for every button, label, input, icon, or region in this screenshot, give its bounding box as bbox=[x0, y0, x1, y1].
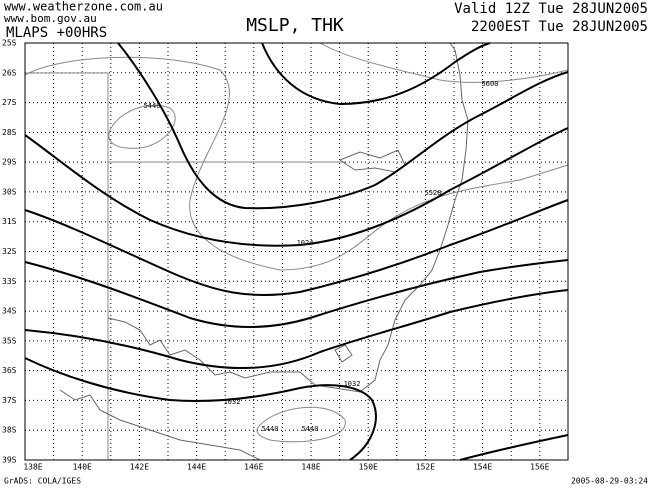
island bbox=[334, 344, 353, 363]
grid bbox=[25, 43, 568, 460]
contour-label: 5528 bbox=[425, 189, 442, 197]
isobar bbox=[261, 42, 491, 106]
lat-label: 35S bbox=[2, 336, 17, 345]
lat-label: 31S bbox=[2, 217, 17, 226]
lon-label: 146E bbox=[244, 463, 263, 472]
map-title: MSLP, THK bbox=[246, 15, 344, 36]
lat-label: 28S bbox=[2, 128, 17, 137]
footer-timestamp: 2005-08-29-03:24 bbox=[571, 477, 648, 486]
map-frame bbox=[24, 42, 569, 461]
site-url: www.weatherzone.com.au bbox=[4, 0, 163, 14]
lon-label: 148E bbox=[301, 463, 320, 472]
contour-label: 1024 bbox=[297, 239, 314, 247]
contour-label: 5440 bbox=[144, 102, 161, 110]
lat-label: 27S bbox=[2, 98, 17, 107]
thickness-contour bbox=[319, 42, 569, 83]
lon-label: 154E bbox=[473, 463, 492, 472]
isobar bbox=[24, 259, 569, 328]
coastline bbox=[107, 42, 469, 393]
isobar bbox=[459, 434, 569, 461]
lat-label: 26S bbox=[2, 68, 17, 77]
contour-label: 1032 bbox=[344, 380, 361, 388]
coastline bbox=[59, 389, 261, 461]
model-label: MLAPS +00HRS bbox=[6, 25, 107, 41]
thickness-contour bbox=[256, 406, 346, 443]
lat-label: 33S bbox=[2, 277, 17, 286]
lat-label: 37S bbox=[2, 396, 17, 405]
lon-label: 142E bbox=[130, 463, 149, 472]
contour-label: 5600 bbox=[482, 80, 499, 88]
contour-label: 5440 bbox=[262, 425, 279, 433]
lat-label: 25S bbox=[2, 39, 17, 48]
site-url: www.bom.gov.au bbox=[4, 12, 97, 25]
lat-label: 36S bbox=[2, 366, 17, 375]
isobar bbox=[24, 357, 377, 461]
domain-box bbox=[25, 72, 109, 460]
contour-label: 1032 bbox=[224, 398, 241, 406]
lon-label: 156E bbox=[530, 463, 549, 472]
isobar bbox=[117, 42, 569, 210]
lat-label: 34S bbox=[2, 307, 17, 316]
lat-label: 30S bbox=[2, 187, 17, 196]
lon-label: 140E bbox=[73, 463, 92, 472]
lon-label: 138E bbox=[23, 463, 42, 472]
lat-label: 29S bbox=[2, 158, 17, 167]
footer-credit: GrADS: COLA/IGES bbox=[4, 477, 81, 486]
lon-label: 152E bbox=[416, 463, 435, 472]
lat-label: 39S bbox=[2, 456, 17, 465]
local-time: 2200EST Tue 28JUN2005 bbox=[471, 19, 648, 35]
contour-label: 5440 bbox=[302, 425, 319, 433]
lon-label: 144E bbox=[187, 463, 206, 472]
isobar bbox=[24, 199, 569, 297]
valid-time: Valid 12Z Tue 28JUN2005 bbox=[454, 1, 648, 17]
lat-label: 32S bbox=[2, 247, 17, 256]
isobar bbox=[24, 289, 569, 370]
isobar bbox=[24, 127, 569, 247]
lat-label: 38S bbox=[2, 426, 17, 435]
lon-label: 150E bbox=[359, 463, 378, 472]
